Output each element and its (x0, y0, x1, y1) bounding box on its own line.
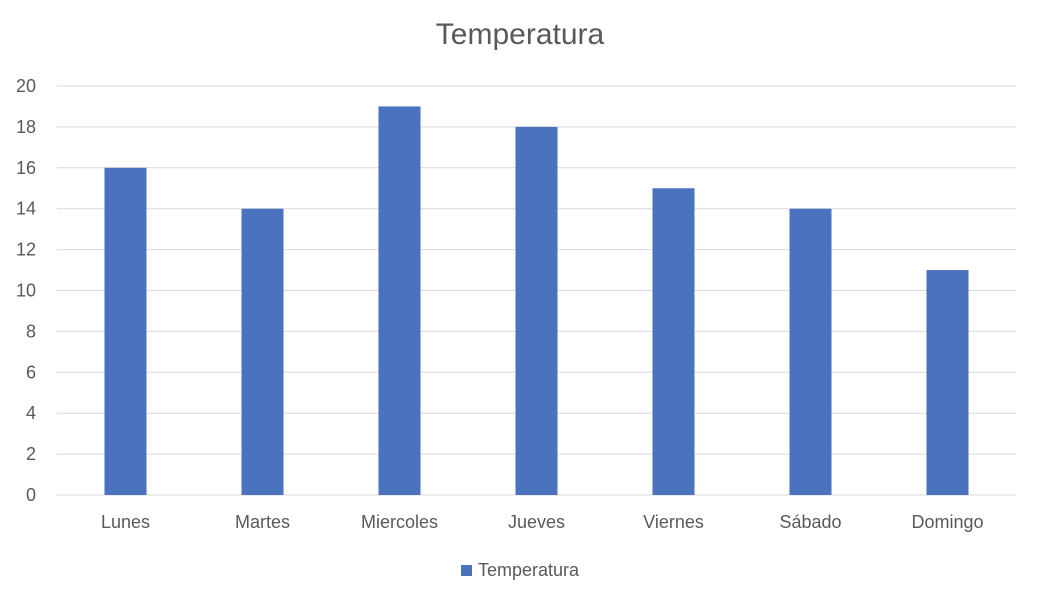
y-tick-label: 12 (16, 240, 36, 260)
x-tick-label: Domingo (911, 512, 983, 532)
x-tick-label: Martes (235, 512, 290, 532)
legend-label: Temperatura (477, 560, 580, 580)
x-tick-label: Viernes (643, 512, 704, 532)
x-tick-label: Sábado (779, 512, 841, 532)
x-tick-label: Miercoles (361, 512, 438, 532)
bar (926, 270, 969, 495)
y-tick-label: 16 (16, 158, 36, 178)
bar (652, 188, 695, 495)
y-axis-ticks: 0 2 4 6 8 10 12 14 16 18 20 (16, 76, 36, 505)
y-tick-label: 14 (16, 199, 36, 219)
legend: Temperatura (0, 560, 1040, 581)
bar (378, 106, 421, 495)
y-tick-label: 0 (26, 485, 36, 505)
bar (515, 126, 558, 496)
y-tick-label: 8 (26, 321, 36, 341)
x-tick-label: Lunes (101, 512, 150, 532)
y-tick-label: 2 (26, 444, 36, 464)
x-axis-ticks: Lunes Martes Miercoles Jueves Viernes Sábado D… (101, 512, 984, 532)
y-tick-label: 6 (26, 362, 36, 382)
bars (104, 106, 969, 496)
y-tick-label: 4 (26, 403, 36, 423)
bar (241, 208, 284, 495)
x-tick-label: Jueves (508, 512, 565, 532)
bar (104, 167, 147, 496)
y-tick-label: 10 (16, 281, 36, 301)
chart-title: Temperatura (435, 18, 605, 51)
bar (789, 208, 832, 495)
y-tick-label: 20 (16, 76, 36, 96)
legend-swatch (460, 565, 472, 576)
y-tick-label: 18 (16, 117, 36, 137)
